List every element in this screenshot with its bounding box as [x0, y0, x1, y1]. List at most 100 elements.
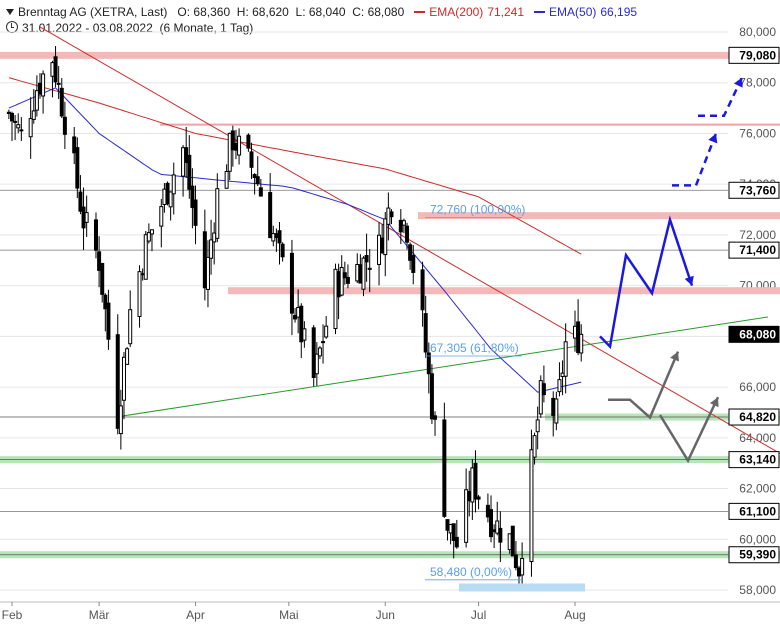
candle-body	[336, 271, 341, 298]
primary-scenario-extension-1	[672, 133, 718, 187]
candle-body	[184, 147, 189, 163]
candle	[333, 263, 338, 335]
candle-body	[442, 419, 447, 517]
candle	[541, 365, 546, 403]
candle-body	[367, 267, 372, 270]
candle-body	[168, 191, 173, 208]
price-tag: 73,760	[728, 181, 780, 199]
candle	[277, 221, 282, 265]
price-tags: 79,080 73,760 71,400 68,080 64,820 63,140 61,1…	[728, 46, 780, 564]
candle-body	[383, 218, 388, 256]
price-tag-box	[728, 502, 780, 520]
candle-body	[317, 347, 322, 357]
candle	[293, 308, 298, 323]
candle	[507, 533, 512, 554]
candle	[467, 470, 472, 517]
fib-label: 67,305 (61,80%)	[430, 341, 519, 355]
candle	[420, 261, 425, 327]
candle-body	[93, 219, 98, 251]
moving-averages	[8, 77, 582, 393]
ema50-line	[8, 87, 582, 393]
candle	[489, 495, 494, 543]
candle-body	[554, 398, 559, 424]
candle-body	[31, 110, 36, 120]
y-tick-label: 58,000	[739, 583, 776, 597]
candle-body	[557, 379, 562, 393]
candle	[448, 523, 453, 545]
x-tick-label: Apr	[186, 608, 205, 622]
price-tag: 59,390	[728, 546, 780, 564]
low-value: L: 68,040	[295, 5, 346, 19]
candle-body	[576, 321, 581, 353]
candle-body	[72, 136, 77, 154]
candle-body	[246, 134, 251, 149]
candle-body	[532, 435, 537, 458]
x-tick-label: Jul	[471, 608, 486, 622]
candle	[143, 230, 148, 280]
candle-body	[517, 567, 522, 577]
resistance-zone	[0, 51, 780, 59]
candle	[513, 540, 518, 571]
candle	[485, 493, 490, 523]
candle-body	[128, 309, 133, 345]
candle	[380, 224, 385, 255]
candle	[215, 173, 220, 243]
price-tag-box	[728, 451, 780, 469]
candle-body	[510, 525, 515, 557]
candle-body	[34, 90, 39, 111]
candle-body	[433, 415, 438, 420]
candle	[59, 78, 64, 119]
candle	[433, 411, 438, 436]
candle	[149, 229, 154, 252]
candle	[451, 523, 456, 559]
price-tag: 61,100	[728, 502, 780, 520]
candle-body	[187, 154, 192, 190]
candle-body	[535, 419, 540, 433]
y-tick-label: 72,000	[739, 228, 776, 242]
candle	[41, 70, 46, 114]
price-tag-label: 79,080	[739, 48, 776, 62]
scenario-arrows	[599, 77, 744, 464]
candle-body	[205, 256, 210, 290]
candle	[13, 114, 18, 141]
candle	[408, 242, 413, 270]
candle-body	[78, 191, 83, 212]
price-tag-label: 61,100	[739, 504, 776, 518]
candle	[563, 323, 568, 394]
candle-body	[274, 233, 279, 239]
primary-scenario-extension-2	[698, 77, 744, 117]
candle-body	[398, 219, 403, 233]
candle	[311, 324, 316, 387]
candle-body	[56, 82, 61, 85]
candle	[6, 109, 11, 120]
candle-body	[380, 237, 385, 254]
candle-body	[280, 243, 285, 258]
candle	[72, 126, 77, 165]
downtrend-trendline	[39, 26, 780, 454]
fib-base-zone	[459, 583, 585, 592]
candle-body	[345, 276, 350, 284]
candle	[100, 262, 105, 303]
candle	[56, 66, 61, 100]
candle-body	[106, 302, 111, 340]
candle-body	[426, 352, 431, 375]
candle-body	[16, 124, 21, 129]
candle	[268, 173, 273, 239]
candle	[389, 209, 394, 225]
candle-body	[538, 380, 543, 415]
price-tag-box	[728, 408, 780, 426]
candle-body	[53, 56, 58, 83]
candle	[193, 185, 198, 245]
chart-header-line1: Brenntag AG (XETRA, Last) O: 68,360 H: 68…	[6, 5, 637, 19]
candle-body	[551, 397, 556, 416]
candle	[367, 249, 372, 293]
x-axis: Feb Mär Apr Mai Jun Jul Aug	[0, 601, 780, 622]
candle-body	[146, 232, 151, 242]
candle	[342, 261, 347, 285]
candle	[159, 198, 164, 248]
collapse-triangle-icon[interactable]	[6, 9, 14, 15]
candle-body	[193, 199, 198, 226]
candle-body	[324, 325, 329, 338]
candle	[470, 459, 475, 521]
